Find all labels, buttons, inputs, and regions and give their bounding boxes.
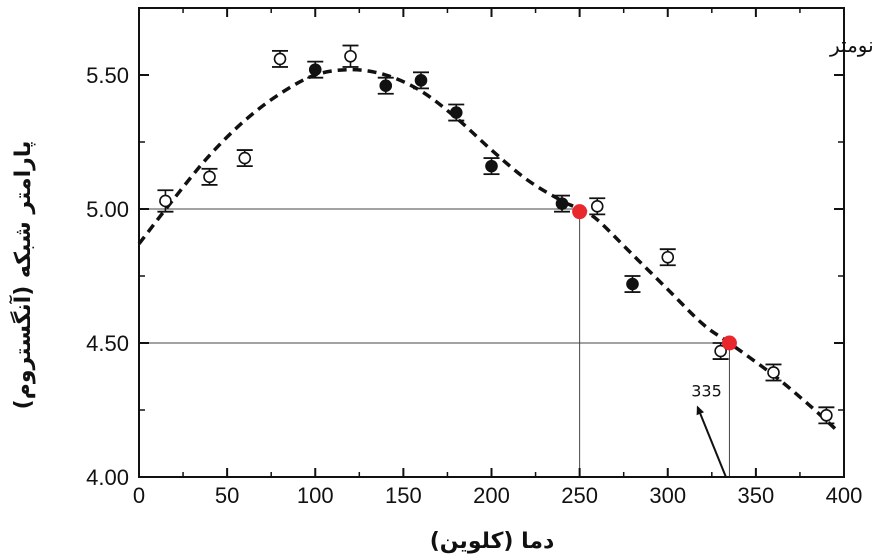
data-point-open <box>273 52 287 66</box>
highlight-point <box>721 335 737 351</box>
data-point-open <box>344 49 357 63</box>
data-point-filled <box>379 79 393 93</box>
x-tick-label: 0 <box>133 483 145 508</box>
data-point-filled <box>449 106 463 119</box>
data-point-filled <box>555 197 569 210</box>
x-tick-label: 250 <box>561 483 598 508</box>
data-point-open <box>590 200 604 213</box>
data-point-open <box>820 409 833 422</box>
x-axis-title: دما (کلوین) <box>430 529 555 554</box>
annotation-arrow <box>696 405 727 478</box>
data-point-filled <box>485 159 498 173</box>
x-tick-label: 350 <box>738 483 775 508</box>
y-axis-title: پارامتر شبکه (آنگستروم) <box>8 141 36 410</box>
reference-lines-layer <box>139 208 730 477</box>
data-point-open <box>714 344 727 358</box>
y-tick-label: 5.00 <box>86 197 129 222</box>
data-point-filled <box>626 277 639 291</box>
data-point-open <box>238 151 252 165</box>
highlight-points-layer <box>572 204 737 351</box>
x-tick-label: 400 <box>826 483 863 508</box>
fit-curve-layer <box>137 67 837 431</box>
data-point-open <box>159 194 172 208</box>
data-points-layer <box>157 44 835 425</box>
data-point-open <box>203 170 216 184</box>
x-tick-label: 100 <box>297 483 334 508</box>
ticks-layer: 0 50 100 150 200 250 300 350 400 4.00 4.50 5.00 5.50 <box>86 8 862 508</box>
x-tick-label: 300 <box>649 483 686 508</box>
chart-title: نانوذرات طلا با قطر ۴ نانومتر <box>829 33 875 57</box>
data-point-open <box>661 250 675 264</box>
y-tick-label: 4.00 <box>86 465 129 490</box>
annotation-layer: 335 <box>691 382 727 478</box>
y-tick-label: 4.50 <box>86 331 129 356</box>
plot-frame <box>138 7 845 478</box>
x-tick-label: 200 <box>473 483 510 508</box>
highlight-point <box>572 204 588 220</box>
x-tick-label: 50 <box>215 483 239 508</box>
annotation-label: 335 <box>691 382 722 401</box>
data-point-filled <box>414 74 428 87</box>
axes-layer <box>138 7 845 478</box>
data-point-open <box>767 366 780 379</box>
y-tick-label: 5.50 <box>86 63 129 88</box>
fit-curve-line <box>137 67 837 431</box>
data-point-filled <box>308 63 322 76</box>
x-tick-label: 150 <box>385 483 422 508</box>
